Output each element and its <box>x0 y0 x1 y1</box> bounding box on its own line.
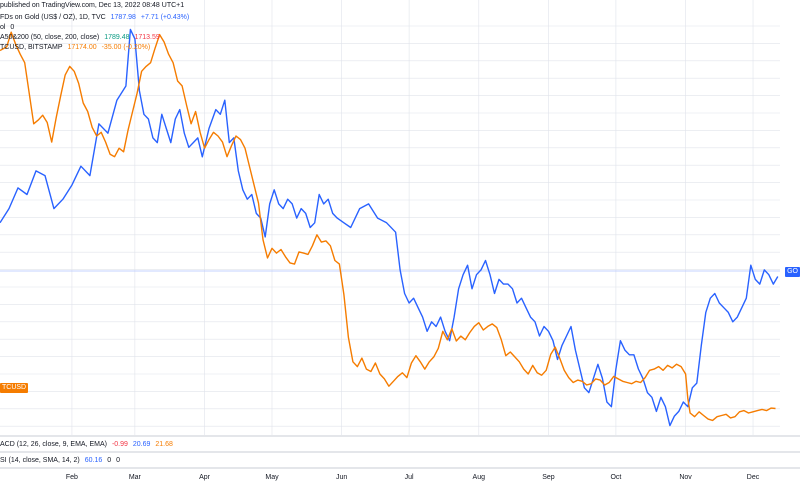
month-label-mar: Mar <box>128 474 141 481</box>
gold-price-tag: GO <box>785 267 800 277</box>
legend-volume-value: 0 <box>10 24 15 31</box>
legend-volume-label: ol <box>0 24 6 31</box>
legend-gold-change: +7.71 (+0.43%) <box>140 14 190 21</box>
grid <box>0 0 780 435</box>
month-label-jun: Jun <box>336 474 348 481</box>
indicator-rsi-value-2: 0 <box>107 457 112 464</box>
month-label-aug: Aug <box>472 474 486 481</box>
indicator-rsi-value-1: 60.16 <box>84 457 103 464</box>
month-label-may: May <box>265 474 279 481</box>
series-line-btcusd <box>0 31 776 422</box>
indicator-macd-value-1: -0.99 <box>111 441 128 448</box>
legend-volume: ol 0 <box>0 23 17 33</box>
published-header: published on TradingView.com, Dec 13, 20… <box>0 1 187 11</box>
legend-btc-label: TCUSD, BITSTAMP <box>0 44 63 51</box>
legend-btc-value: 17174.00 <box>67 44 97 51</box>
month-label-nov: Nov <box>679 474 692 481</box>
legend-ma-value-1: 1789.48 <box>104 34 130 41</box>
indicator-macd-value-3: 21.68 <box>155 441 173 448</box>
month-label-dec: Dec <box>746 474 760 481</box>
indicator-macd-value-2: 20.69 <box>132 441 151 448</box>
indicator-rsi-label: SI (14, close, SMA, 14, 2) <box>0 457 80 464</box>
legend-ma-label: A50&200 (50, close, 200, close) <box>0 34 100 41</box>
btc-price-tag: TCUSD <box>0 383 29 393</box>
indicator-macd-label: ACD (12, 26, close, 9, EMA, EMA) <box>0 441 107 448</box>
legend-gold-label: FDs on Gold (US$ / OZ), 1D, TVC <box>0 14 106 21</box>
month-label-feb: Feb <box>65 474 78 481</box>
month-label-jul: Jul <box>404 474 414 481</box>
legend-btc-change: -35.00 (-0.20%) <box>101 44 151 51</box>
legend-btc: TCUSD, BITSTAMP 17174.00 -35.00 (-0.20%) <box>0 43 153 53</box>
series-line-gold <box>0 28 779 427</box>
indicator-macd[interactable]: ACD (12, 26, close, 9, EMA, EMA) -0.99 2… <box>0 440 176 450</box>
legend-ma-value-2: 1713.59 <box>134 34 160 41</box>
month-label-oct: Oct <box>610 474 622 481</box>
indicator-rsi-value-3: 0 <box>116 457 120 464</box>
legend-gold-value: 1787.98 <box>110 14 136 21</box>
published-text: published on TradingView.com, Dec 13, 20… <box>0 2 185 9</box>
legend-ma: A50&200 (50, close, 200, close) 1789.48 … <box>0 33 163 43</box>
indicator-rsi[interactable]: SI (14, close, SMA, 14, 2) 60.16 0 0 <box>0 456 123 466</box>
month-label-sep: Sep <box>542 474 555 481</box>
legend-gold: FDs on Gold (US$ / OZ), 1D, TVC 1787.98 … <box>0 13 192 23</box>
month-label-apr: Apr <box>199 474 210 481</box>
